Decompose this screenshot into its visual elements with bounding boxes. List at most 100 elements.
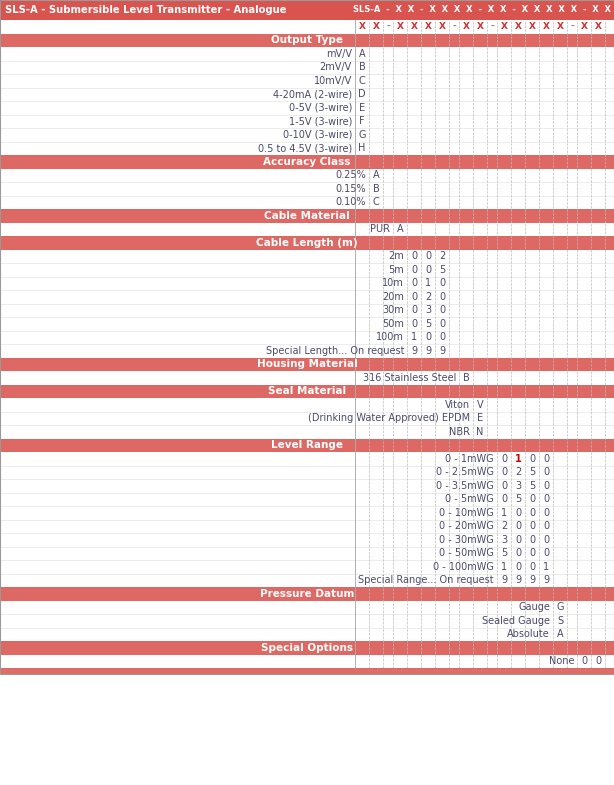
Text: PUR: PUR [370, 225, 390, 234]
Text: 100m: 100m [376, 332, 404, 342]
Text: 0 - 2.5mWG: 0 - 2.5mWG [436, 467, 494, 477]
Text: D: D [358, 89, 366, 99]
Text: NBR: NBR [449, 427, 470, 436]
Text: 1: 1 [543, 562, 549, 571]
Text: 9: 9 [543, 575, 549, 586]
Text: X: X [359, 22, 365, 31]
Text: 0 - 100mWG: 0 - 100mWG [433, 562, 494, 571]
Text: 0: 0 [411, 251, 417, 261]
Bar [0, 655, 614, 668]
Bar [0, 668, 614, 674]
Text: 0: 0 [501, 454, 507, 464]
Text: -: - [386, 22, 390, 31]
Bar [0, 276, 614, 290]
Text: 0-5V (3-wire): 0-5V (3-wire) [289, 103, 352, 113]
Text: 9: 9 [439, 345, 445, 356]
Bar [0, 357, 614, 371]
Text: 0 - 30mWG: 0 - 30mWG [439, 535, 494, 545]
Text: 0: 0 [439, 305, 445, 316]
Bar [0, 304, 614, 317]
Text: Level Range: Level Range [271, 440, 343, 451]
Bar [0, 466, 614, 479]
Text: 5: 5 [425, 319, 431, 329]
Bar [0, 263, 614, 276]
Text: V: V [476, 400, 483, 410]
Text: X: X [556, 22, 564, 31]
Text: 0: 0 [529, 454, 535, 464]
Text: C: C [359, 75, 365, 86]
Bar [0, 290, 614, 304]
Text: 0: 0 [411, 292, 417, 301]
Text: Absolute: Absolute [507, 630, 550, 639]
Bar [0, 195, 614, 209]
Bar [0, 155, 614, 169]
Bar [0, 101, 614, 115]
Bar [0, 74, 614, 87]
Text: F: F [359, 116, 365, 126]
Text: 0: 0 [515, 521, 521, 531]
Text: 0: 0 [529, 508, 535, 518]
Text: E: E [477, 413, 483, 423]
Text: X: X [594, 22, 602, 31]
Text: 2mV/V: 2mV/V [320, 62, 352, 72]
Bar [0, 0, 614, 20]
Text: 0: 0 [411, 278, 417, 288]
Text: Gauge: Gauge [518, 602, 550, 612]
Bar [0, 492, 614, 506]
Text: A: A [397, 225, 403, 234]
Text: X: X [424, 22, 432, 31]
Bar [0, 560, 614, 574]
Text: 0: 0 [543, 535, 549, 545]
Text: N: N [476, 427, 484, 436]
Text: A: A [373, 170, 379, 181]
Bar [0, 520, 614, 533]
Text: 0: 0 [425, 265, 431, 275]
Text: B: B [462, 373, 469, 383]
Bar [0, 47, 614, 60]
Text: 0 - 10mWG: 0 - 10mWG [439, 508, 494, 518]
Text: 2m: 2m [388, 251, 404, 261]
Text: 5: 5 [529, 480, 535, 491]
Text: Seal Material: Seal Material [268, 386, 346, 396]
Text: Housing Material: Housing Material [257, 360, 357, 369]
Text: X: X [476, 22, 483, 31]
Text: 9: 9 [515, 575, 521, 586]
Text: -: - [452, 22, 456, 31]
Text: 0 - 20mWG: 0 - 20mWG [439, 521, 494, 531]
Text: 0: 0 [543, 521, 549, 531]
Text: 0.5 to 4.5V (3-wire): 0.5 to 4.5V (3-wire) [258, 143, 352, 153]
Bar [0, 344, 614, 357]
Text: 1: 1 [501, 508, 507, 518]
Bar [0, 371, 614, 385]
Text: 3: 3 [515, 480, 521, 491]
Text: X: X [580, 22, 588, 31]
Text: 0.10%: 0.10% [335, 197, 366, 207]
Text: 0 - 50mWG: 0 - 50mWG [439, 548, 494, 558]
Text: 0: 0 [515, 548, 521, 558]
Text: 0: 0 [439, 278, 445, 288]
Text: 0.25%: 0.25% [335, 170, 366, 181]
Bar [0, 574, 614, 587]
Bar [0, 506, 614, 520]
Text: 316 Stainless Steel: 316 Stainless Steel [363, 373, 456, 383]
Text: -: - [490, 22, 494, 31]
Text: Output Type: Output Type [271, 35, 343, 46]
Text: 0: 0 [595, 656, 601, 666]
Text: 2: 2 [439, 251, 445, 261]
Text: 0: 0 [529, 562, 535, 571]
Text: 0: 0 [411, 265, 417, 275]
Text: 2: 2 [501, 521, 507, 531]
Text: 1: 1 [425, 278, 431, 288]
Bar [0, 182, 614, 195]
Bar [0, 479, 614, 492]
Text: 5: 5 [439, 265, 445, 275]
Text: A: A [557, 630, 563, 639]
Text: mV/V: mV/V [326, 49, 352, 59]
Text: Cable Length (m): Cable Length (m) [256, 238, 358, 248]
Text: 0: 0 [529, 495, 535, 504]
Text: A: A [359, 49, 365, 59]
Bar [0, 452, 614, 466]
Text: 50m: 50m [382, 319, 404, 329]
Text: 0: 0 [425, 332, 431, 342]
Text: 10mV/V: 10mV/V [314, 75, 352, 86]
